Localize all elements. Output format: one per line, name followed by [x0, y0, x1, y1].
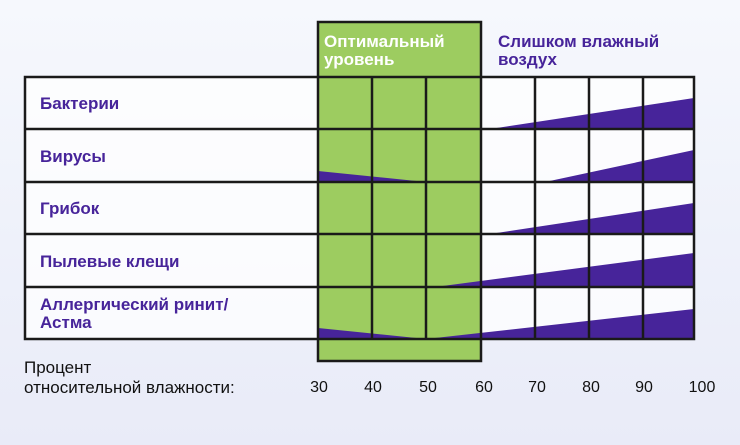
- wedge-dustmites: [435, 253, 694, 287]
- optimal-header: Оптимальный уровень: [324, 33, 445, 69]
- optimal-header-line2: уровень: [324, 50, 395, 69]
- x-tick: 90: [635, 379, 653, 396]
- optimal-zone: [318, 22, 481, 361]
- x-tick: 40: [364, 379, 382, 396]
- too-humid-header-line2: воздух: [498, 50, 557, 69]
- x-axis-title-line2: относительной влажности:: [24, 378, 235, 397]
- too-humid-header-line1: Слишком влажный: [498, 32, 660, 51]
- wedge-viruses: [545, 150, 694, 182]
- row-label-dustmites: Пылевые клещи: [40, 252, 180, 271]
- row-label-viruses: Вирусы: [40, 147, 106, 166]
- row-label-asthma-line1: Аллергический ринит/: [40, 295, 229, 314]
- wedge-asthma: [426, 309, 694, 339]
- row-label-bacteria: Бактерии: [40, 94, 120, 113]
- x-tick: 60: [475, 379, 493, 396]
- x-axis-title: Процент относительной влажности:: [24, 358, 235, 398]
- x-tick: 50: [419, 379, 437, 396]
- x-tick: 100: [688, 379, 716, 396]
- x-tick: 30: [310, 379, 328, 396]
- x-axis-title-line1: Процент: [24, 358, 92, 377]
- x-tick: 70: [528, 379, 546, 396]
- row-label-asthma-line2: Астма: [40, 313, 92, 332]
- x-tick: 80: [582, 379, 600, 396]
- row-label-asthma: Аллергический ринит/ Астма: [40, 296, 228, 332]
- too-humid-header: Слишком влажный воздух: [498, 33, 659, 69]
- grid: [23, 20, 696, 363]
- row-label-fungus: Грибок: [40, 199, 100, 218]
- optimal-header-line1: Оптимальный: [324, 32, 445, 51]
